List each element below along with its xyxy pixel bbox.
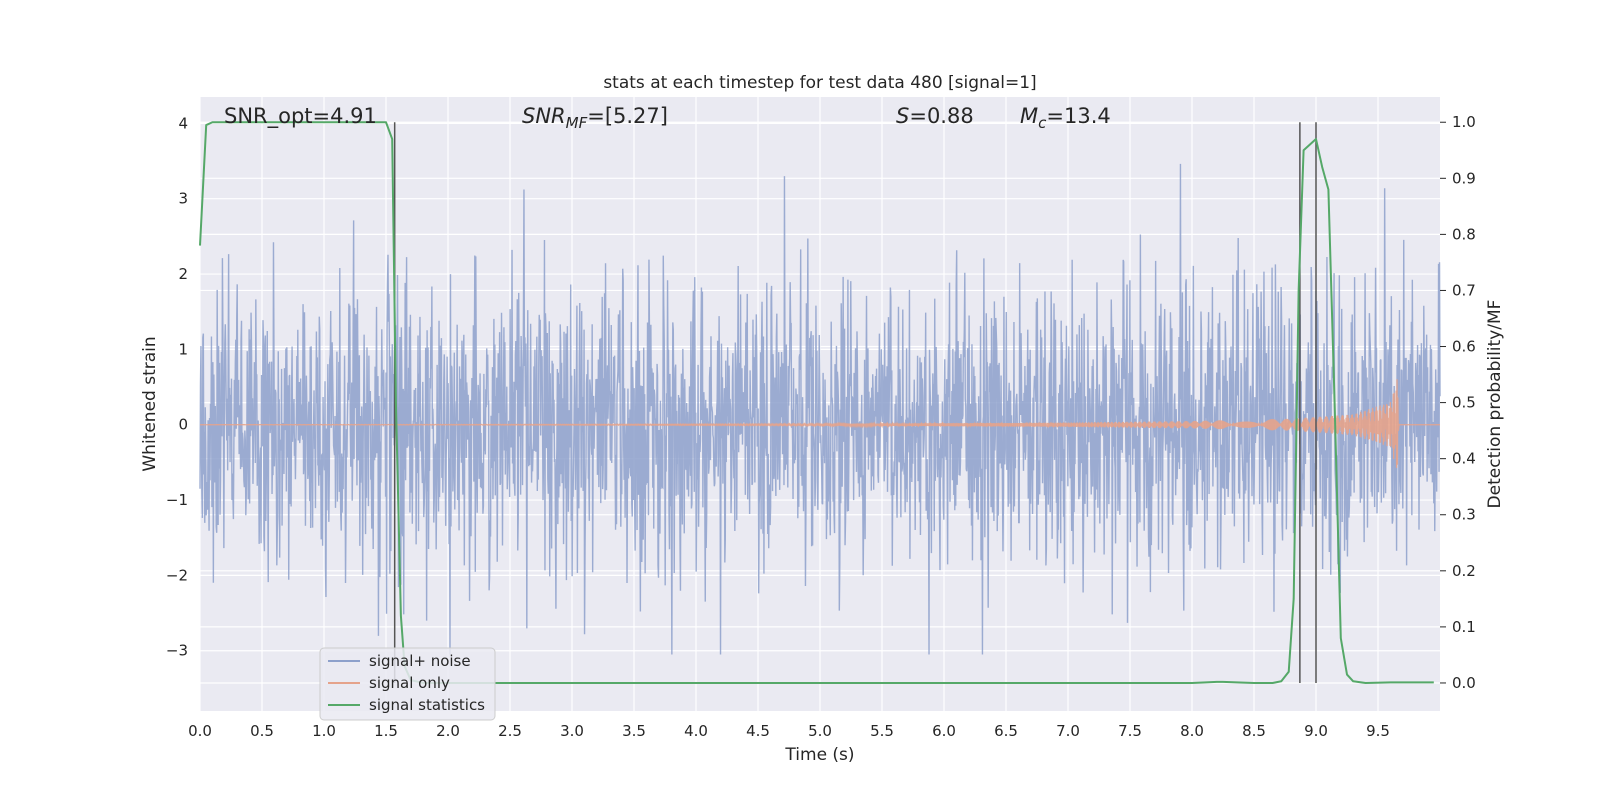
y-right-tick-label: 0.8 (1452, 225, 1476, 243)
x-tick-label: 0.5 (250, 722, 274, 740)
x-tick-label: 3.0 (560, 722, 584, 740)
x-tick-label: 8.0 (1180, 722, 1204, 740)
x-tick-label: 5.5 (870, 722, 894, 740)
y-left-tick-label: 4 (178, 114, 188, 132)
y-right-tick-label: 0.4 (1452, 450, 1476, 468)
s-value: =0.88 (909, 104, 973, 128)
x-tick-label: 3.5 (622, 722, 646, 740)
x-axis-label: Time (s) (784, 745, 854, 765)
mc-subscript: c (1038, 114, 1047, 132)
mc-annotation: Mc=13.4 (1020, 104, 1111, 132)
signal-only-line (200, 379, 1440, 468)
x-tick-label: 6.0 (932, 722, 956, 740)
x-tick-label: 9.5 (1366, 722, 1390, 740)
signal-statistics-series (199, 121, 1434, 684)
y-right-tick-label: 0.1 (1452, 618, 1476, 636)
tick-labels: 0.0 0.5 1.0 1.5 2.0 2.5 3.0 3.5 4.0 4.5 5.0 5.5 6.0 6… (166, 113, 1476, 740)
y-left-tick-label: 3 (178, 190, 188, 208)
x-tick-label: 7.5 (1118, 722, 1142, 740)
s-symbol: S (896, 104, 909, 128)
mc-symbol: M (1020, 104, 1038, 128)
y-left-tick-label: −1 (166, 491, 188, 509)
y-left-tick-label: 2 (178, 265, 188, 283)
x-tick-label: 1.0 (312, 722, 336, 740)
vertical-markers (393, 122, 1317, 683)
x-tick-label: 7.0 (1056, 722, 1080, 740)
signal-noise-line (199, 163, 1441, 655)
snr-opt-annotation: SNR_opt=4.91 (224, 104, 377, 129)
y-right-tick-label: 0.7 (1452, 281, 1476, 299)
x-tick-label: 6.5 (994, 722, 1018, 740)
snr-mf-annotation: SNRMF=[5.27] (522, 104, 668, 132)
x-tick-label: 0.0 (188, 722, 212, 740)
x-tick-label: 8.5 (1242, 722, 1266, 740)
snr-mf-value: =[5.27] (587, 104, 668, 128)
legend-label-noise: signal+ noise (369, 652, 471, 670)
y-axis-label-left: Whitened strain (140, 336, 160, 471)
legend-box (319, 647, 496, 721)
y-right-tick-label: 1.0 (1452, 113, 1476, 131)
y-left-tick-label: −3 (166, 642, 188, 660)
legend: signal+ noise signal only signal statist… (319, 647, 496, 721)
x-tick-label: 4.0 (684, 722, 708, 740)
legend-label-signal: signal only (369, 674, 450, 692)
chart-title: stats at each timestep for test data 480… (603, 73, 1036, 93)
y-axis-label-right: Detection probability/MF (1485, 300, 1505, 509)
signal-only-series (200, 379, 1440, 468)
x-tick-label: 4.5 (746, 722, 770, 740)
y-right-tick-label: 0.0 (1452, 674, 1476, 692)
s-annotation: S=0.88 (896, 104, 974, 128)
snr-mf-symbol: SNR (522, 104, 566, 128)
y-right-tick-label: 0.6 (1452, 338, 1476, 356)
x-tick-label: 5.0 (808, 722, 832, 740)
y-right-tick-label: 0.2 (1452, 562, 1476, 580)
x-tick-label: 9.0 (1304, 722, 1328, 740)
y-right-tick-label: 0.5 (1452, 394, 1476, 412)
snr-mf-subscript: MF (566, 114, 588, 132)
y-left-tick-label: 0 (178, 416, 188, 434)
y-left-tick-label: 1 (178, 340, 188, 358)
mc-value: =13.4 (1046, 104, 1110, 128)
x-tick-label: 1.5 (374, 722, 398, 740)
x-tick-label: 2.0 (436, 722, 460, 740)
legend-label-statistics: signal statistics (369, 696, 485, 714)
y-right-tick-label: 0.3 (1452, 506, 1476, 524)
signal-statistics-line (199, 121, 1434, 684)
y-right-tick-label: 0.9 (1452, 169, 1476, 187)
x-tick-label: 2.5 (498, 722, 522, 740)
y-left-tick-label: −2 (166, 566, 188, 584)
signal-noise-series (199, 163, 1441, 655)
